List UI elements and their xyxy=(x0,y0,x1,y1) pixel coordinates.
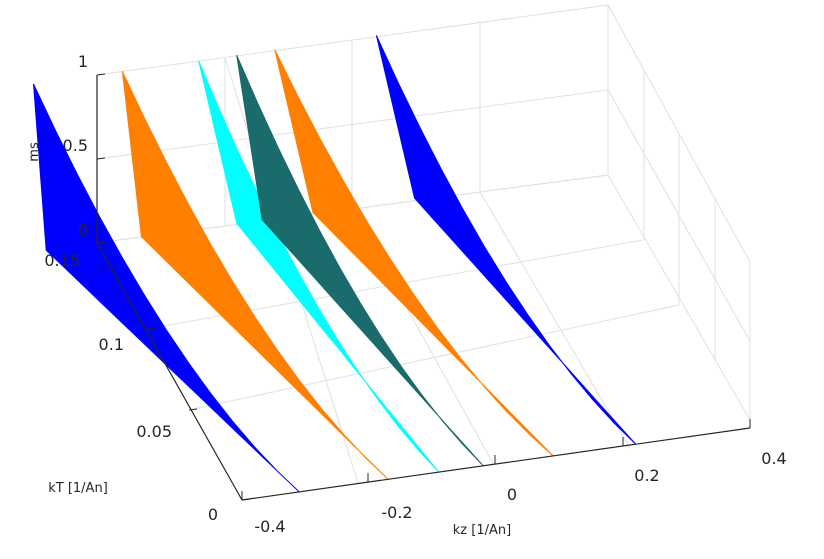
axes xyxy=(96,73,751,501)
x-tick-labels: -0.4 -0.2 0 0.2 0.4 xyxy=(254,449,786,536)
z-tick-05: 0.5 xyxy=(63,136,88,155)
z-tick-1: 1 xyxy=(78,52,88,71)
surface-sheet-3 xyxy=(198,60,440,473)
surface-sheets xyxy=(33,35,637,493)
y-tick-015: 0.15 xyxy=(44,251,80,270)
surface-sheet-4 xyxy=(236,54,484,467)
x-tick-0: 0 xyxy=(507,485,517,504)
x-tick-02: 0.2 xyxy=(634,466,659,485)
y-tick-01: 0.1 xyxy=(99,335,124,354)
surface-sheet-5 xyxy=(274,49,554,457)
surface-sheet-6 xyxy=(375,35,637,445)
y-tick-0: 0 xyxy=(208,505,218,524)
x-tick-neg04: -0.4 xyxy=(254,517,285,536)
z-tick-labels: 1 0.5 0 xyxy=(63,52,88,239)
x-axis-label: kz [1/An] xyxy=(453,523,511,538)
x-tick-neg02: -0.2 xyxy=(381,503,412,522)
y-tick-labels: 0.15 0.1 0.05 0 xyxy=(44,251,218,524)
z-tick-0: 0 xyxy=(78,220,88,239)
x-tick-04: 0.4 xyxy=(761,449,786,468)
y-axis-label: kT [1/An] xyxy=(48,481,108,496)
surface-sheet-1 xyxy=(33,83,300,493)
surface-sheet-2 xyxy=(121,71,389,480)
y-tick-005: 0.05 xyxy=(136,422,172,441)
z-axis-label: ms xyxy=(27,142,42,162)
